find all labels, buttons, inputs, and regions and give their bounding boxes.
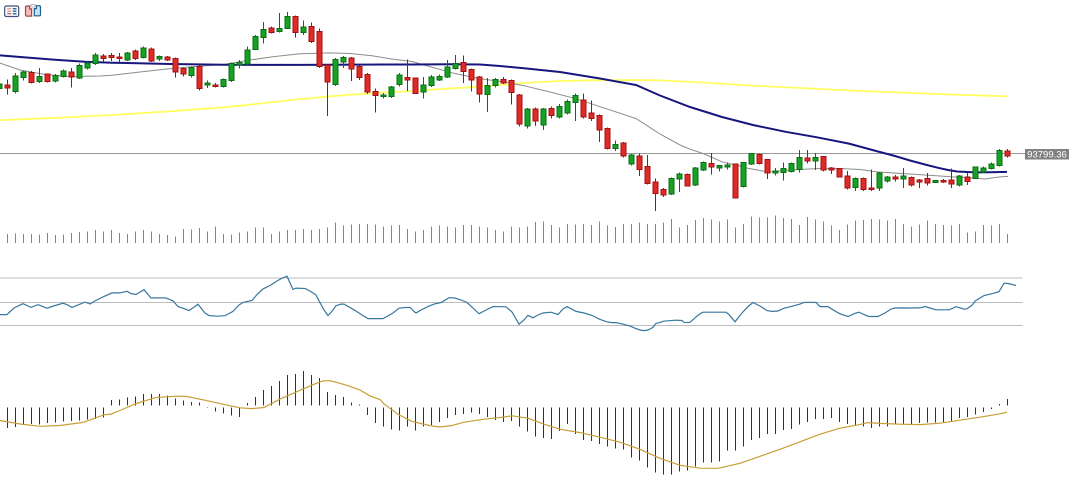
svg-text:93799.36: 93799.36 bbox=[1027, 150, 1067, 161]
